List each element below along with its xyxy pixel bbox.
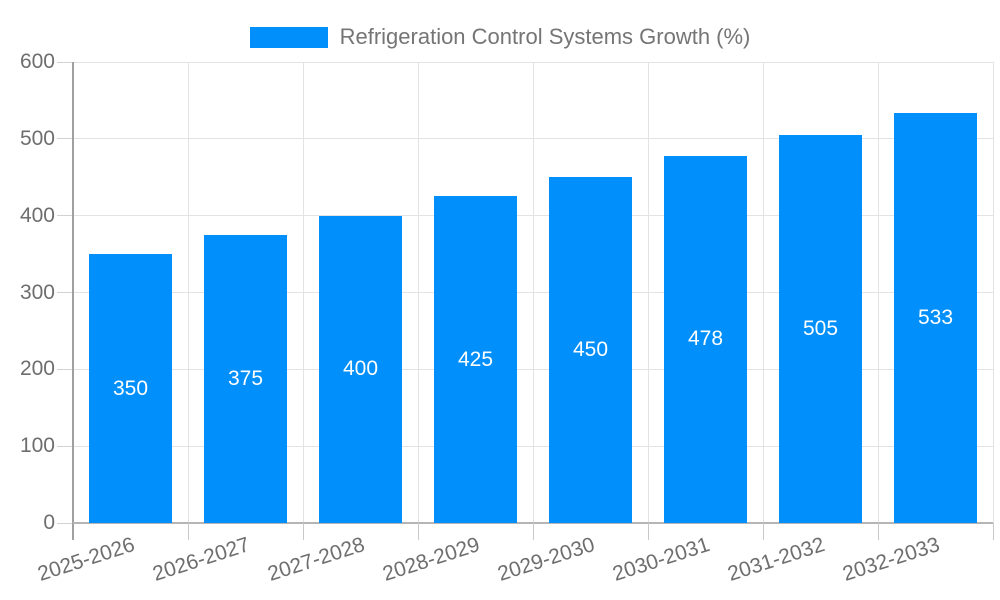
x-axis-label: 2031-2032 <box>724 533 828 586</box>
y-axis-label: 400 <box>19 203 55 227</box>
x-axis-tick <box>762 523 764 540</box>
gridline-vertical <box>877 62 879 523</box>
x-axis-label: 2029-2030 <box>494 533 598 586</box>
x-axis-label: 2030-2031 <box>609 533 713 586</box>
gridline-vertical <box>417 62 419 523</box>
legend: Refrigeration Control Systems Growth (%) <box>0 24 1000 50</box>
bar[interactable]: 400 <box>319 215 402 523</box>
x-axis-tick <box>187 523 189 540</box>
legend-label: Refrigeration Control Systems Growth (%) <box>339 24 751 49</box>
y-axis-label: 500 <box>19 126 55 150</box>
x-axis-label: 2027-2028 <box>264 533 368 586</box>
gridline-vertical <box>187 62 189 523</box>
y-axis-line <box>72 62 74 540</box>
y-axis-tick <box>57 138 73 140</box>
x-axis-tick <box>532 523 534 540</box>
bar[interactable]: 350 <box>89 254 172 523</box>
x-axis-tick <box>302 523 304 540</box>
y-axis-label: 200 <box>19 357 55 381</box>
y-axis-label: 300 <box>19 280 55 304</box>
bar-value-label: 478 <box>687 327 724 351</box>
legend-swatch-icon <box>249 26 328 48</box>
y-axis-tick <box>57 522 73 524</box>
x-axis-tick <box>417 523 419 540</box>
y-axis-label: 100 <box>19 434 55 458</box>
bar[interactable]: 375 <box>204 234 287 523</box>
gridline-vertical <box>992 62 994 523</box>
gridline-vertical <box>532 62 534 523</box>
bar-value-label: 533 <box>917 306 954 330</box>
x-axis-tick <box>877 523 879 540</box>
y-axis-tick <box>57 292 73 293</box>
gridline-vertical <box>762 62 764 523</box>
bar[interactable]: 478 <box>664 155 747 523</box>
bar[interactable]: 505 <box>779 134 862 523</box>
y-axis-tick <box>57 61 73 63</box>
x-axis-label: 2025-2026 <box>34 533 138 586</box>
bar[interactable]: 533 <box>894 113 977 523</box>
bar-value-label: 425 <box>457 347 494 371</box>
legend-item[interactable]: Refrigeration Control Systems Growth (%) <box>249 24 751 50</box>
y-axis-tick <box>57 445 73 447</box>
bar-value-label: 505 <box>802 316 839 340</box>
bar[interactable]: 425 <box>434 196 517 523</box>
x-axis-label: 2028-2029 <box>379 533 483 586</box>
bar-value-label: 450 <box>572 338 609 362</box>
y-axis-tick <box>57 368 73 370</box>
x-axis-tick <box>992 523 994 540</box>
bar-value-label: 350 <box>112 376 149 400</box>
gridline-vertical <box>302 62 304 523</box>
x-axis-label: 2026-2027 <box>149 533 253 586</box>
x-axis-tick <box>647 523 649 540</box>
x-axis-label: 2032-2033 <box>839 533 943 586</box>
y-axis-tick <box>57 215 73 217</box>
gridline-vertical <box>647 62 649 523</box>
y-axis-label: 0 <box>43 511 55 534</box>
bar-value-label: 400 <box>342 357 379 381</box>
y-axis-label: 600 <box>19 50 55 73</box>
bar-value-label: 375 <box>227 366 264 390</box>
bar[interactable]: 450 <box>549 177 632 523</box>
